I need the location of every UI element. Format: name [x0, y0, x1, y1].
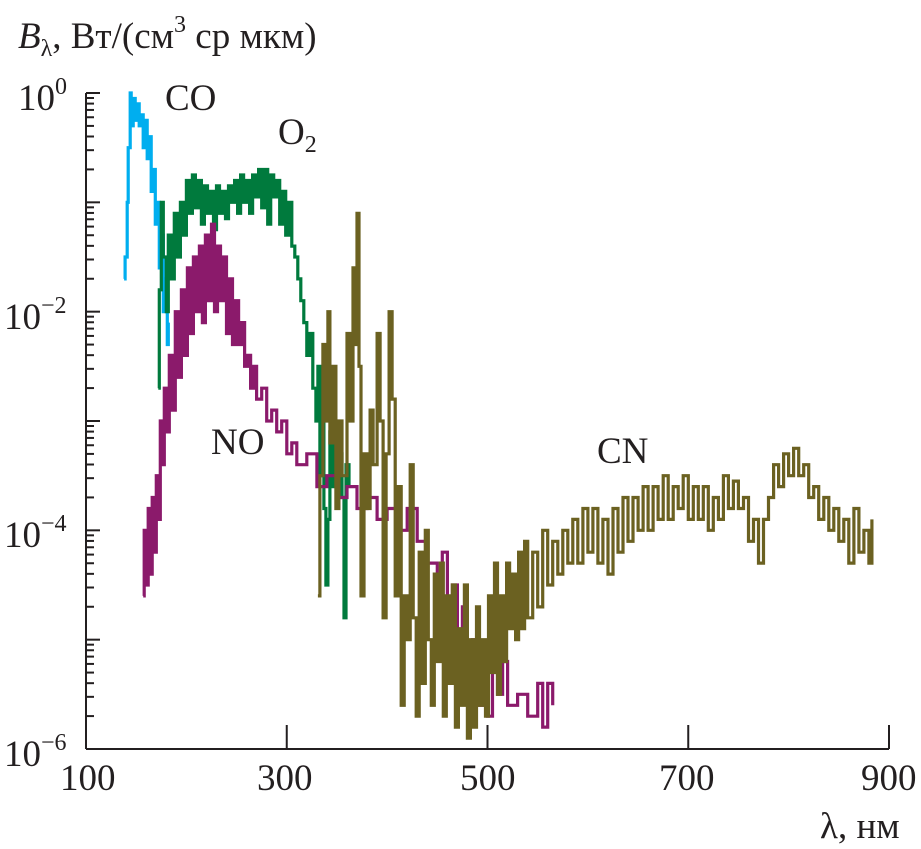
y-tick-label-2: 10−2	[4, 293, 67, 338]
y-tick-label-0: 100	[18, 74, 67, 119]
y-axis-title: Bλ, Вт/(см3 ср мкм)	[18, 12, 317, 62]
label-cn: CN	[597, 431, 649, 472]
x-axis-title: λ, нм	[820, 806, 900, 847]
label-no: NO	[211, 422, 265, 463]
y-tick-label-6: 10−6	[4, 730, 67, 775]
y-tick-label-4: 10−4	[4, 511, 67, 556]
x-tick-label-700: 700	[659, 758, 715, 799]
label-o2: O2	[278, 112, 317, 158]
label-co: CO	[165, 78, 217, 119]
x-tick-label-100: 100	[60, 758, 116, 799]
x-tick-label-300: 300	[257, 758, 313, 799]
x-tick-label-900: 900	[861, 758, 917, 799]
series-line-cn	[317, 211, 874, 740]
x-tick-label-500: 500	[460, 758, 516, 799]
